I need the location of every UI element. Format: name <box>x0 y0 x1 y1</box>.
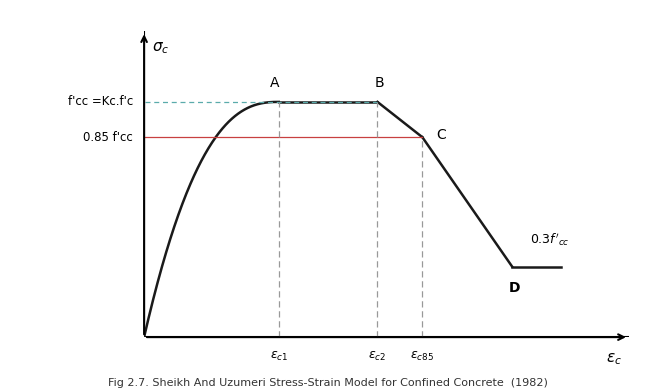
Text: $\sigma_c$: $\sigma_c$ <box>152 40 170 56</box>
Text: $\varepsilon_c$: $\varepsilon_c$ <box>606 352 622 367</box>
Text: $\varepsilon_{c1}$: $\varepsilon_{c1}$ <box>270 350 288 363</box>
Text: A: A <box>269 76 279 90</box>
Text: Fig 2.7. Sheikh And Uzumeri Stress-Strain Model for Confined Concrete  (1982): Fig 2.7. Sheikh And Uzumeri Stress-Strai… <box>107 378 548 388</box>
Text: f'cc =Kc.f'c: f'cc =Kc.f'c <box>67 95 133 109</box>
Text: C: C <box>436 128 445 142</box>
Text: 0.85 f'cc: 0.85 f'cc <box>83 131 133 144</box>
Text: D: D <box>508 281 520 295</box>
Text: $\varepsilon_{c85}$: $\varepsilon_{c85}$ <box>411 350 434 363</box>
Text: B: B <box>375 76 384 90</box>
Text: $\varepsilon_{c2}$: $\varepsilon_{c2}$ <box>368 350 386 363</box>
Text: $0.3f'_{cc}$: $0.3f'_{cc}$ <box>530 231 570 248</box>
